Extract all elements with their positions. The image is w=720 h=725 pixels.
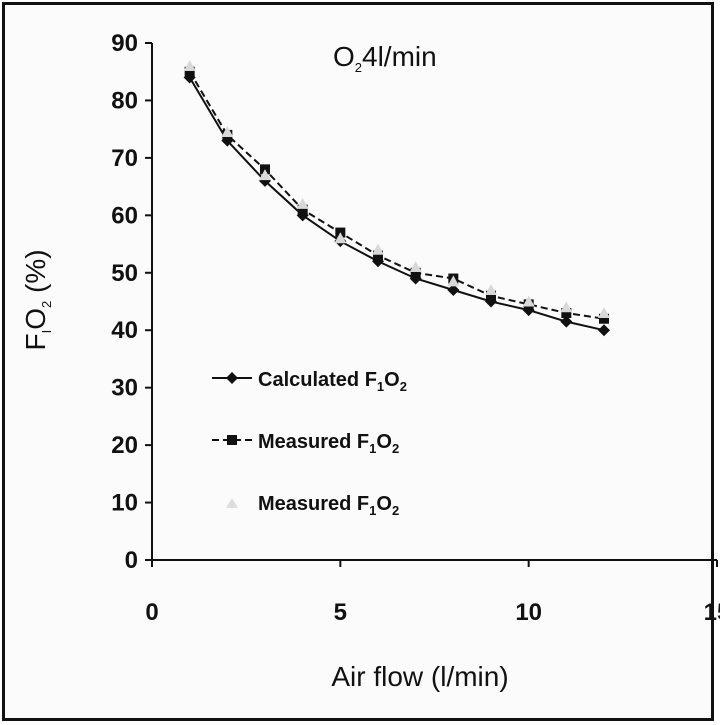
data-point-measured-2: [221, 126, 234, 138]
data-point-calculated: [560, 315, 573, 328]
data-point-measured-2: [183, 59, 196, 71]
data-point-measured-2: [259, 169, 271, 181]
legend: Calculated F1O2 Measured F1O2 Measured F…: [212, 369, 407, 518]
data-point-measured-2: [296, 197, 309, 209]
data-point-measured-1: [410, 267, 421, 278]
data-point-measured-2: [598, 306, 610, 318]
y-tick-label: 0: [125, 547, 138, 574]
data-point-calculated: [372, 255, 384, 268]
data-point-measured-1: [486, 290, 496, 301]
data-point-calculated: [598, 324, 610, 337]
x-tick-label: 10: [515, 599, 542, 626]
y-tick-label: 50: [111, 260, 138, 287]
data-point-measured-1: [561, 307, 572, 318]
data-point-measured-2: [560, 301, 573, 313]
data-point-measured-2: [334, 232, 347, 244]
data-point-measured-1: [184, 66, 195, 77]
legend-triangle-marker: [226, 498, 238, 508]
data-point-measured-2: [409, 261, 422, 273]
y-tick-label: 70: [111, 145, 138, 172]
data-point-measured-2: [447, 275, 460, 287]
legend-diamond-marker: [226, 372, 238, 384]
series-line-1: [188, 76, 605, 332]
data-point-measured-2: [522, 295, 535, 307]
x-axis-label: Air flow (l/min): [331, 661, 508, 692]
chart-title: O24l/min: [333, 41, 437, 75]
x-tick-label: 15: [704, 599, 720, 626]
y-tick-label: 80: [111, 87, 138, 114]
y-tick-label: 90: [111, 30, 138, 57]
y-axis-label: FIO2 (%): [20, 249, 54, 350]
data-point-calculated: [447, 284, 460, 297]
y-tick-label: 20: [111, 432, 138, 459]
data-point-measured-1: [599, 313, 609, 324]
x-tick-label: 0: [145, 599, 158, 626]
legend-item-measured-2: Measured F1O2: [226, 493, 399, 518]
y-tick-label: 40: [111, 317, 138, 344]
y-tick-label: 30: [111, 375, 138, 402]
legend-label-measured-1: Measured F1O2: [258, 431, 399, 456]
legend-square-marker: [227, 435, 237, 445]
series-line-2: [188, 71, 605, 320]
data-point-measured-1: [297, 204, 308, 215]
legend-item-measured-1: Measured F1O2: [212, 431, 399, 456]
legend-label-calculated: Calculated F1O2: [258, 369, 407, 394]
legend-label-measured-2: Measured F1O2: [258, 493, 399, 518]
x-tick-label: 5: [334, 599, 347, 626]
data-point-measured-1: [373, 250, 383, 261]
y-tick-label: 10: [111, 490, 138, 517]
legend-item-calculated: Calculated F1O2: [212, 369, 407, 394]
data-point-measured-2: [485, 284, 497, 296]
y-tick-label: 60: [111, 202, 138, 229]
data-point-measured-2: [372, 243, 384, 255]
